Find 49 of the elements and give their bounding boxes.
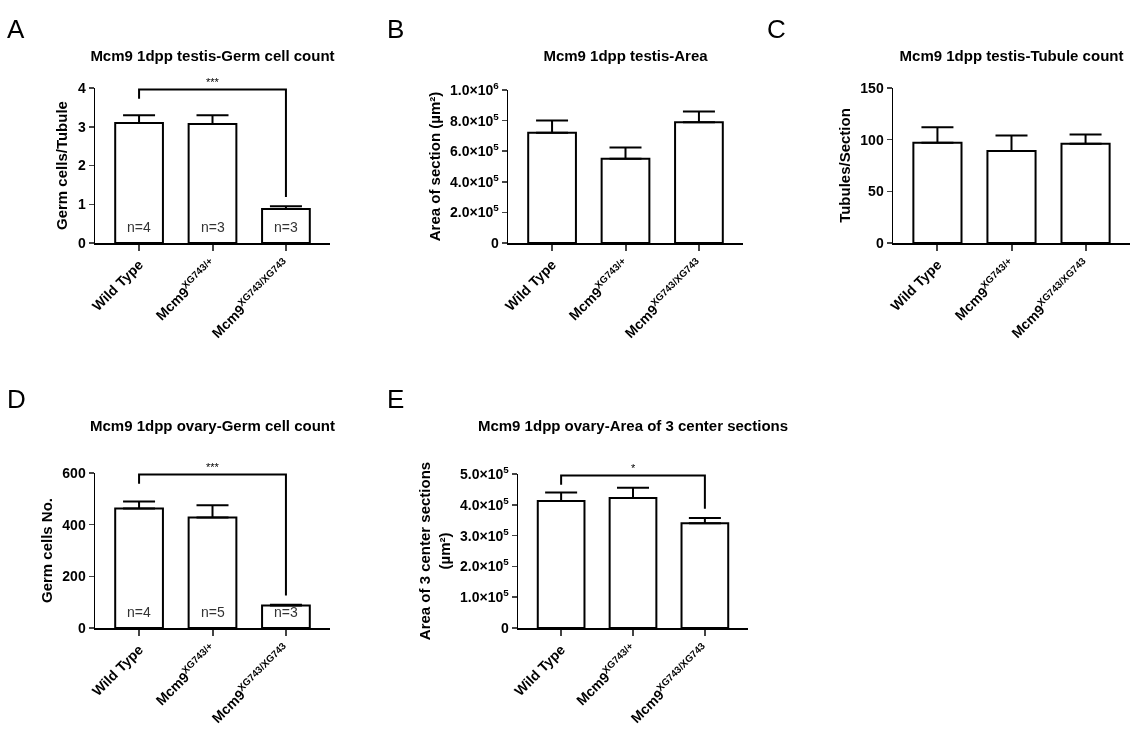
chart-title: Mcm9 1dpp testis-Germ cell count	[90, 46, 335, 64]
y-tick-label: 3.0×10$^{5}$	[460, 525, 510, 544]
chart-title: Mcm9 1dpp ovary-Germ cell count	[89, 416, 336, 434]
y-tick-label: 0	[490, 234, 499, 251]
annotation: n=4	[127, 604, 151, 620]
annotation: n=4	[127, 219, 151, 235]
annotation: ***	[206, 76, 220, 88]
y-tick-label: 600	[62, 464, 86, 481]
y-axis-title: Tubules/Section	[835, 108, 853, 223]
annotation: n=3	[274, 604, 298, 620]
y-tick-label: 2.0×10$^{5}$	[450, 202, 500, 221]
text: A	[7, 14, 25, 44]
y-tick-label: 4.0×10$^{5}$	[450, 171, 500, 190]
y-tick-label: 0	[875, 234, 884, 251]
y-axis-title: Germ cells/Tubule	[53, 101, 71, 230]
annotation: *	[631, 462, 636, 474]
y-tick-label: 0	[77, 619, 86, 636]
text: D	[7, 384, 26, 414]
y-tick-label: 5.0×10$^{5}$	[460, 464, 510, 482]
annotation: n=3	[274, 219, 298, 235]
y-tick-label: 50	[868, 183, 884, 200]
chart-title: Mcm9 1dpp testis-Area	[543, 46, 709, 64]
y-tick-label: 1.0×10$^{6}$	[450, 80, 500, 98]
y-tick-label: 2	[77, 157, 86, 174]
chart-title: Mcm9 1dpp ovary-Area of 3 center sections	[477, 416, 789, 434]
annotation: n=5	[201, 604, 225, 620]
y-tick-label: 4	[77, 79, 86, 96]
y-tick-label: 1	[77, 196, 86, 213]
y-tick-label: 1.0×10$^{5}$	[460, 587, 510, 606]
text: E	[387, 384, 405, 414]
y-axis-title: Germ cells No.	[37, 497, 55, 604]
y-tick-label: 200	[62, 568, 86, 585]
y-tick-label: 2.0×10$^{5}$	[460, 556, 510, 575]
y-axis-title: Area of 3 center sections (µm²)	[416, 461, 453, 641]
y-tick-label: 150	[860, 79, 884, 96]
text: C	[767, 14, 786, 44]
y-tick-label: 8.0×10$^{5}$	[450, 110, 500, 129]
chart-title: Mcm9 1dpp testis-Tubule count	[899, 46, 1124, 64]
y-tick-label: 3	[77, 118, 86, 135]
text: B	[387, 14, 405, 44]
y-tick-label: 6.0×10$^{5}$	[450, 141, 500, 160]
y-tick-label: 400	[62, 516, 86, 533]
annotation: n=3	[201, 219, 225, 235]
y-tick-label: 4.0×10$^{5}$	[460, 494, 510, 513]
text: ***	[206, 461, 220, 473]
y-tick-label: 0	[77, 234, 86, 251]
y-axis-title: Area of section (µm²)	[425, 91, 443, 242]
y-tick-label: 0	[500, 619, 509, 636]
y-tick-label: 100	[860, 131, 884, 148]
